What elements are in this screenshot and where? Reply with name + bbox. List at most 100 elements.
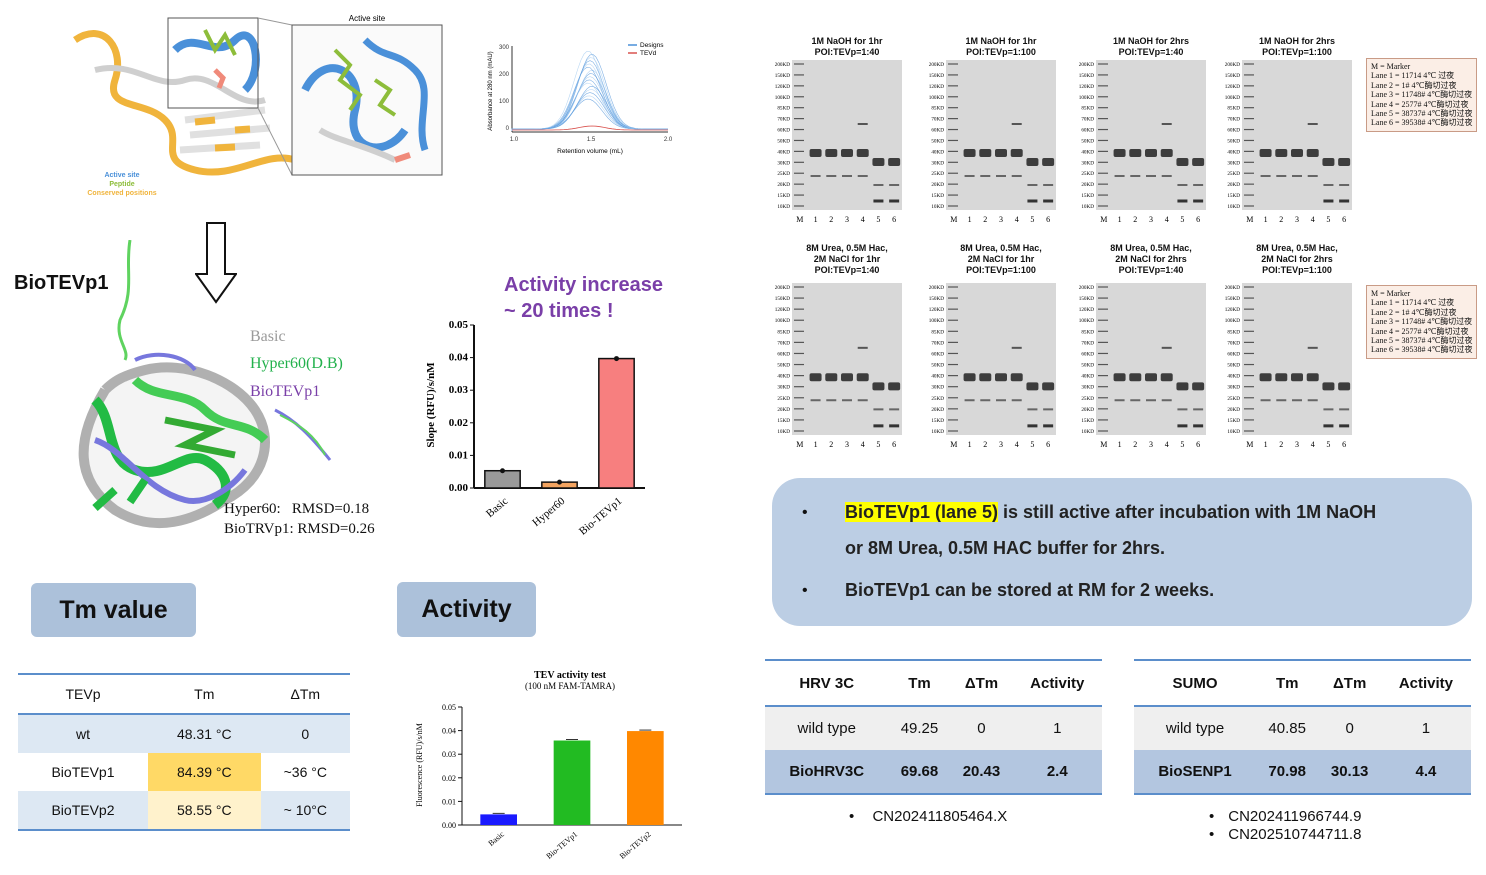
sds-page-gel: 200KD150KD120KD100KD85KD70KD60KD50KD40KD…	[1225, 60, 1352, 224]
protein-band	[1129, 149, 1142, 157]
chromatogram-tevd-trace	[512, 125, 668, 131]
gel-title-line: 2M NaCl for 2hrs	[1115, 254, 1187, 264]
tm-cell-highlight: 84.39 °C	[147, 753, 261, 791]
lane-label: 6	[892, 215, 896, 224]
protein-band	[809, 373, 822, 382]
marker-label: 25KD	[777, 171, 790, 177]
gel-title: 1M NaOH for 1hr POI:TEVp=1:100	[931, 36, 1071, 58]
gel-legend-item: Lane 3 = 11748# 4℃酶切过夜	[1371, 90, 1473, 100]
marker-label: 120KD	[775, 84, 791, 90]
protein-band	[873, 199, 884, 203]
hrv-header: ΔTm	[950, 659, 1013, 707]
y-tick-label: 0.02	[449, 417, 469, 429]
gel-title: 8M Urea, 0.5M Hac, 2M NaCl for 2hrs POI:TE…	[1081, 243, 1221, 276]
marker-label: 100KD	[775, 95, 791, 101]
lane-label: 6	[1196, 440, 1200, 449]
tm-cell: ~ 10°C	[260, 791, 350, 831]
protein-band	[995, 149, 1007, 157]
protein-band	[1161, 346, 1172, 349]
lane-label: M	[796, 215, 803, 224]
lane-label: 4	[1015, 440, 1019, 449]
gel-title-line: 8M Urea, 0.5M Hac,	[806, 243, 888, 253]
protein-band	[1160, 149, 1173, 157]
protein-band	[1259, 373, 1272, 382]
protein-band	[1323, 424, 1334, 428]
y-tick-label: 0.02	[442, 774, 456, 783]
protein-band	[996, 399, 1006, 402]
lane-label: 3	[845, 215, 849, 224]
lane-label: 1	[1118, 440, 1122, 449]
sumo-cell: 0	[1318, 706, 1381, 750]
protein-band	[1193, 424, 1204, 428]
protein-band	[1176, 158, 1189, 166]
marker-label: 60KD	[1081, 351, 1094, 357]
tm-cell: 48.31 °C	[147, 714, 261, 753]
marker-label: 30KD	[1081, 385, 1094, 391]
marker-label: 200KD	[1225, 62, 1241, 68]
marker-label: 85KD	[777, 329, 790, 335]
protein-band	[1042, 382, 1055, 391]
hrv-patent-item: • CN202411805464.X	[849, 808, 1007, 825]
gel-title-line: 2M NaCl for 1hr	[813, 254, 881, 264]
hrv-cell: 69.68	[888, 750, 951, 795]
lane-label: M	[1246, 440, 1253, 449]
lane-label: 3	[1295, 215, 1299, 224]
chrom-xtick: 1.0	[510, 137, 519, 143]
protein-band	[1011, 123, 1022, 125]
marker-label: 25KD	[931, 171, 944, 177]
marker-label: 85KD	[931, 106, 944, 112]
y-tick-label: 0.00	[442, 821, 456, 830]
lane-label: 3	[999, 215, 1003, 224]
sumo-header: Activity	[1380, 659, 1471, 707]
protein-band	[1306, 149, 1319, 157]
activity-heading: Activity	[397, 582, 536, 637]
marker-label: 15KD	[1227, 418, 1240, 424]
table-row: wild type 49.25 0 1	[765, 706, 1102, 750]
tm-cell-highlight: 58.55 °C	[147, 791, 261, 831]
marker-label: 40KD	[931, 149, 944, 155]
protein-band	[1291, 149, 1303, 157]
hrv-cell: 49.25	[888, 706, 951, 750]
protein-band	[1043, 184, 1054, 186]
lane-label: 3	[845, 440, 849, 449]
marker-label: 120KD	[775, 307, 791, 313]
marker-label: 20KD	[777, 182, 790, 188]
tm-cell: wt	[18, 714, 148, 753]
lane-label: 3	[1149, 440, 1153, 449]
protein-band	[1177, 199, 1188, 203]
marker-label: 40KD	[777, 149, 790, 155]
chrom-legend-designs: Designs	[640, 42, 664, 49]
marker-label: 10KD	[1227, 429, 1240, 435]
gel-legend-item: Lane 6 = 39538# 4℃酶切过夜	[1371, 345, 1473, 355]
protein-band	[825, 149, 838, 157]
lane-label: 5	[876, 440, 880, 449]
chromatogram-chart: 300 200 100 0 1.0 1.5 2.0 Retention volu…	[488, 42, 673, 155]
summary-line1-rest: is still active after incubation with 1M…	[998, 502, 1377, 522]
chromatogram-trace	[511, 57, 668, 131]
chrom-ytick: 300	[499, 45, 510, 51]
rmsd-biotev: BioTRVp1: RMSD=0.26	[224, 521, 375, 537]
marker-label: 70KD	[1227, 117, 1240, 123]
protein-band	[1026, 158, 1039, 166]
gel-panel: 1M NaOH for 1hr POI:TEVp=1:40 200KD 150KD 12…	[750, 0, 1486, 460]
tm-cell: BioTEVp2	[18, 791, 148, 831]
marker-label: 40KD	[1081, 374, 1094, 380]
protein-band	[1193, 199, 1204, 203]
gel-legend-item: Lane 1 = 11714 4℃ 过夜	[1371, 71, 1455, 81]
sumo-header: Tm	[1255, 659, 1319, 707]
biotev-label: BioTEVp1	[14, 272, 109, 294]
lane-label: M	[1100, 440, 1107, 449]
marker-label: 10KD	[1081, 204, 1094, 210]
sds-page-gel: 200KD150KD120KD100KD85KD70KD60KD50KD40KD…	[1079, 283, 1206, 449]
protein-band	[856, 149, 869, 157]
sds-page-gel: 200KD150KD120KD100KD85KD70KD60KD50KD40KD…	[1079, 60, 1206, 224]
bar-bio-tevp1	[553, 740, 591, 825]
protein-band	[1291, 373, 1303, 382]
table-row: BioSENP1 70.98 30.13 4.4	[1134, 750, 1471, 795]
gel-title-line: 1M NaOH for 2hrs	[1112, 36, 1190, 46]
gel-title: 1M NaOH for 1hr POI:TEVp=1:40	[777, 36, 917, 58]
y-tick-label: 0.01	[449, 449, 468, 461]
marker-label: 150KD	[775, 73, 791, 79]
protein-band	[1027, 184, 1038, 186]
structure-overlay-image	[78, 240, 332, 528]
